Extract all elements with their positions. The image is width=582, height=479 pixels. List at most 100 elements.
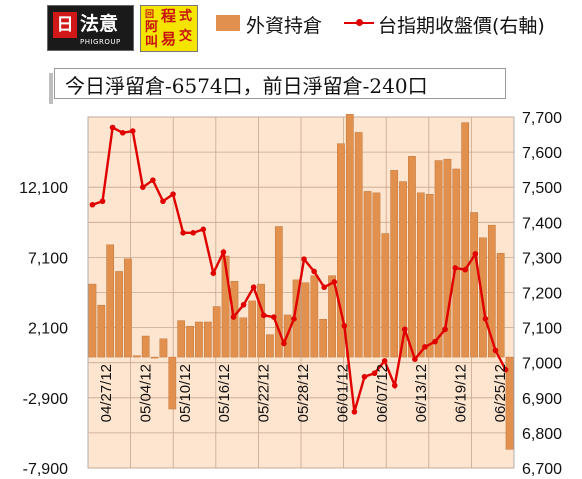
price-point <box>129 128 136 134</box>
bar <box>88 283 97 358</box>
legend-swatch-marker <box>356 19 363 26</box>
bar <box>150 356 159 359</box>
price-point <box>230 314 237 320</box>
price-point <box>250 284 257 291</box>
right-tick-label: 6,700 <box>522 461 562 478</box>
price-point <box>89 201 96 208</box>
right-tick-label: 7,700 <box>522 110 562 127</box>
app-logo-char-3: 程 <box>161 7 177 25</box>
bar <box>381 233 390 358</box>
bar <box>461 122 470 358</box>
bar <box>257 283 265 358</box>
bar <box>443 158 452 358</box>
app-logo-char-6: 交 <box>179 29 193 44</box>
bar <box>177 320 186 358</box>
bar <box>408 156 416 358</box>
price-point <box>412 356 418 362</box>
bar <box>337 143 345 358</box>
bar <box>452 168 461 358</box>
price-point <box>160 198 166 205</box>
price-point <box>472 251 479 257</box>
legend-label-bar: 外資持倉 <box>246 15 323 37</box>
bar <box>248 300 257 358</box>
bar <box>195 321 203 358</box>
phigroup-logo-name: 法意 <box>80 13 119 35</box>
price-point <box>502 366 509 373</box>
x-tick-label: 06/13/12 <box>413 364 430 422</box>
bar <box>239 317 248 358</box>
bar <box>390 170 399 358</box>
app-logo-top-mark: 回 <box>145 10 155 20</box>
right-tick-label: 6,900 <box>522 391 562 408</box>
bar <box>168 356 177 410</box>
price-point <box>482 316 489 322</box>
bar <box>301 282 310 358</box>
net-position-banner-text: 今日淨留倉-6574口，前日淨留倉-240口 <box>65 74 428 98</box>
x-axis-labels: 04/27/12 05/04/12 05/10/12 05/16/12 05/22/12… <box>98 364 509 422</box>
right-tick-label: 7,500 <box>522 180 562 197</box>
bar <box>425 194 434 358</box>
price-point <box>200 226 207 233</box>
bar <box>399 181 407 358</box>
bar <box>319 318 328 358</box>
phigroup-logo-mark: 日 <box>53 12 77 38</box>
line-series <box>89 124 509 415</box>
price-point <box>371 370 378 377</box>
left-tick-label: 2,100 <box>28 321 68 338</box>
price-point <box>331 279 338 285</box>
price-point <box>361 373 368 380</box>
x-tick-label: 05/28/12 <box>295 364 312 422</box>
price-point <box>391 382 398 389</box>
app-logo-char-1: 阿 <box>145 20 159 35</box>
right-tick-label: 7,300 <box>522 250 562 267</box>
app-logo-char-2: 叫 <box>145 35 159 50</box>
x-tick-label: 06/25/12 <box>492 364 509 422</box>
bar <box>310 275 319 358</box>
price-point <box>311 268 317 275</box>
bar-series <box>88 113 514 450</box>
bar <box>345 113 354 358</box>
grid-lines <box>88 116 514 469</box>
bar <box>372 192 381 358</box>
price-point <box>240 301 247 308</box>
price-point <box>291 316 297 322</box>
price-point <box>150 177 156 183</box>
bar <box>132 355 141 358</box>
bar <box>354 132 363 358</box>
app-logo-char-5: 式 <box>179 9 193 24</box>
price-point <box>140 184 146 190</box>
bar <box>124 258 132 358</box>
price-point <box>260 312 267 319</box>
price-point <box>220 249 227 255</box>
right-tick-label: 7,400 <box>522 215 562 232</box>
x-tick-label: 05/04/12 <box>137 364 154 422</box>
price-point <box>422 344 428 350</box>
bar <box>363 191 372 358</box>
left-tick-label: -7,900 <box>23 461 68 478</box>
program-trading-logo: 回 阿 叫 程 易 式 交 <box>140 5 198 52</box>
bar <box>416 192 425 358</box>
net-position-banner: 今日淨留倉-6574口，前日淨留倉-240口 <box>49 68 506 104</box>
price-point <box>99 198 106 205</box>
bar <box>159 338 168 358</box>
bar <box>505 356 514 450</box>
price-point <box>452 265 458 271</box>
right-tick-label: 6,800 <box>522 426 562 443</box>
bar <box>203 321 212 358</box>
price-point <box>109 124 116 131</box>
bar <box>434 160 443 358</box>
price-point <box>170 191 176 198</box>
left-tick-label: -2,900 <box>23 391 68 408</box>
price-point <box>119 129 126 136</box>
price-point <box>301 256 307 262</box>
legend-swatch-bar <box>216 15 240 31</box>
bar <box>470 212 478 358</box>
price-point <box>351 409 358 415</box>
right-tick-label: 7,000 <box>522 356 562 373</box>
phigroup-logo: 日 法意 PHIGROUP <box>47 5 134 51</box>
right-axis-labels: 7,700 7,600 7,500 7,400 7,300 7,200 7,100 7,000… <box>522 110 562 478</box>
left-tick-label: 7,100 <box>28 250 68 267</box>
legend-label-line: 台指期收盤價(右軸) <box>378 15 545 37</box>
